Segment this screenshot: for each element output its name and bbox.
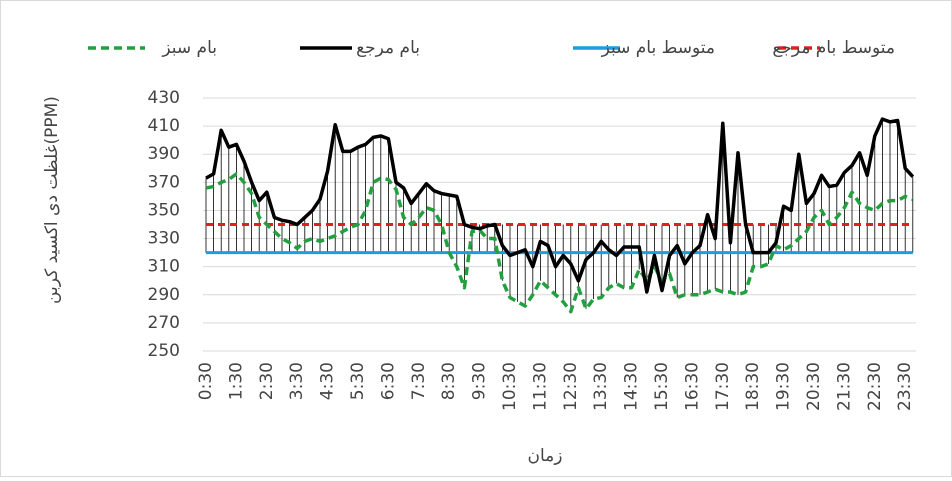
y-tick-label: 410 (148, 116, 180, 136)
x-tick-label: 23:30 (895, 362, 915, 411)
y-tick-label: 370 (148, 172, 180, 192)
legend-label: متوسط بام مرجع (772, 38, 895, 58)
x-tick-label: 3:30 (287, 362, 307, 400)
x-tick-label: 2:30 (257, 362, 277, 400)
x-tick-label: 16:30 (682, 362, 702, 411)
x-tick-label: 6:30 (378, 362, 398, 400)
y-tick-label: 270 (148, 313, 180, 333)
x-tick-label: 15:30 (652, 362, 672, 411)
x-tick-label: 5:30 (348, 362, 368, 400)
y-tick-label: 350 (148, 200, 180, 220)
y-tick-label: 290 (148, 285, 180, 305)
x-tick-label: 17:30 (713, 362, 733, 411)
x-tick-label: 7:30 (409, 362, 429, 400)
x-tick-label: 9:30 (470, 362, 490, 400)
y-tick-label: 390 (148, 144, 180, 164)
x-tick-label: 18:30 (743, 362, 763, 411)
x-tick-label: 1:30 (226, 362, 246, 400)
y-tick-label: 250 (148, 341, 180, 361)
y-tick-label: 430 (148, 88, 180, 108)
x-tick-label: 22:30 (865, 362, 885, 411)
x-tick-label: 19:30 (774, 362, 794, 411)
x-tick-label: 13:30 (591, 362, 611, 411)
y-axis-label: غلظت دی اکسید کربن(PPM) (42, 96, 62, 304)
x-tick-label: 0:30 (196, 362, 216, 400)
series-line (205, 172, 914, 314)
x-axis-label: زمان (528, 446, 563, 466)
legend-label: بام مرجع (356, 38, 420, 58)
x-tick-label: 21:30 (834, 362, 854, 411)
x-tick-label: 20:30 (804, 362, 824, 411)
x-tick-label: 8:30 (439, 362, 459, 400)
legend-label: متوسط بام سبز (601, 38, 715, 58)
x-tick-label: 11:30 (530, 362, 550, 411)
x-tick-label: 10:30 (500, 362, 520, 411)
x-tick-label: 14:30 (622, 362, 642, 411)
y-tick-label: 330 (148, 229, 180, 249)
x-tick-label: 12:30 (561, 362, 581, 411)
legend-label: بام سبز (161, 38, 217, 58)
x-tick-label: 4:30 (318, 362, 338, 400)
y-tick-label: 310 (148, 257, 180, 277)
series-line (205, 117, 915, 294)
